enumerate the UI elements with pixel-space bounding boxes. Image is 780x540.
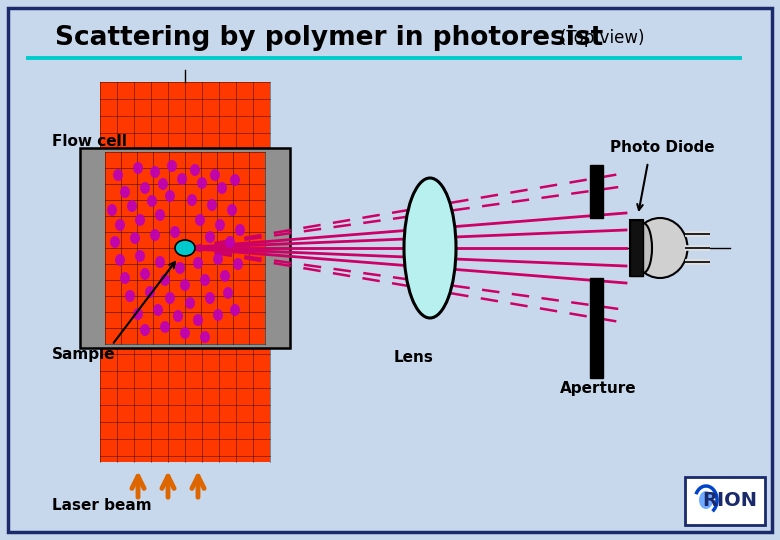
Ellipse shape: [150, 229, 160, 241]
Ellipse shape: [213, 309, 223, 321]
Ellipse shape: [195, 214, 205, 226]
Ellipse shape: [225, 236, 235, 248]
Ellipse shape: [130, 232, 140, 244]
Ellipse shape: [133, 308, 143, 320]
Ellipse shape: [230, 174, 240, 186]
Ellipse shape: [150, 166, 160, 178]
Ellipse shape: [227, 204, 237, 216]
Bar: [590, 278, 603, 378]
Ellipse shape: [110, 236, 120, 248]
Ellipse shape: [180, 327, 190, 339]
Ellipse shape: [175, 240, 195, 256]
Ellipse shape: [147, 195, 157, 207]
Ellipse shape: [404, 178, 456, 318]
Bar: [80, 148, 290, 348]
Ellipse shape: [233, 258, 243, 270]
Ellipse shape: [220, 270, 230, 282]
Ellipse shape: [140, 324, 150, 336]
Ellipse shape: [634, 223, 652, 273]
Ellipse shape: [167, 160, 177, 172]
Ellipse shape: [133, 162, 143, 174]
FancyBboxPatch shape: [685, 477, 765, 525]
Ellipse shape: [160, 274, 170, 286]
Ellipse shape: [135, 250, 145, 262]
Ellipse shape: [193, 314, 203, 326]
Ellipse shape: [158, 178, 168, 190]
Ellipse shape: [207, 199, 217, 211]
Ellipse shape: [187, 194, 197, 206]
Ellipse shape: [145, 286, 155, 298]
Ellipse shape: [165, 190, 175, 202]
Text: Scattering by polymer in photoresist: Scattering by polymer in photoresist: [55, 25, 603, 51]
Ellipse shape: [213, 253, 223, 265]
Bar: [590, 165, 603, 218]
Ellipse shape: [175, 262, 185, 274]
Ellipse shape: [165, 292, 175, 304]
Text: Flow cell: Flow cell: [52, 134, 127, 150]
Ellipse shape: [120, 186, 130, 198]
Ellipse shape: [633, 218, 687, 278]
Ellipse shape: [210, 169, 220, 181]
Ellipse shape: [235, 224, 245, 236]
Ellipse shape: [127, 200, 137, 212]
Ellipse shape: [190, 164, 200, 176]
Text: RION: RION: [703, 491, 757, 510]
Ellipse shape: [160, 321, 170, 333]
Text: Photo Diode: Photo Diode: [610, 140, 714, 156]
Ellipse shape: [155, 209, 165, 221]
Ellipse shape: [205, 231, 215, 243]
Ellipse shape: [173, 310, 183, 322]
Ellipse shape: [177, 173, 187, 185]
Ellipse shape: [230, 304, 240, 316]
Ellipse shape: [113, 169, 123, 181]
Bar: [630, 220, 643, 276]
Text: (Top view): (Top view): [560, 29, 644, 47]
Ellipse shape: [180, 279, 190, 291]
Ellipse shape: [115, 219, 125, 231]
Ellipse shape: [140, 268, 150, 280]
Ellipse shape: [193, 257, 203, 269]
Ellipse shape: [120, 272, 130, 284]
Ellipse shape: [135, 214, 145, 226]
Text: Laser beam: Laser beam: [52, 497, 151, 512]
Bar: [630, 220, 643, 276]
Ellipse shape: [197, 177, 207, 189]
Ellipse shape: [699, 491, 713, 509]
Text: Aperture: Aperture: [560, 381, 636, 395]
Bar: [100, 82, 270, 462]
Ellipse shape: [107, 204, 117, 216]
Ellipse shape: [170, 226, 180, 238]
Ellipse shape: [200, 274, 210, 286]
Ellipse shape: [153, 304, 163, 316]
Bar: [105, 152, 265, 344]
Ellipse shape: [185, 297, 195, 309]
Ellipse shape: [140, 182, 150, 194]
Ellipse shape: [200, 331, 210, 343]
Ellipse shape: [205, 292, 215, 304]
Ellipse shape: [115, 254, 125, 266]
Text: Sample: Sample: [52, 348, 115, 362]
Ellipse shape: [217, 182, 227, 194]
Text: Lens: Lens: [394, 350, 434, 366]
Ellipse shape: [223, 287, 233, 299]
Ellipse shape: [155, 256, 165, 268]
Ellipse shape: [125, 290, 135, 302]
Ellipse shape: [215, 219, 225, 231]
